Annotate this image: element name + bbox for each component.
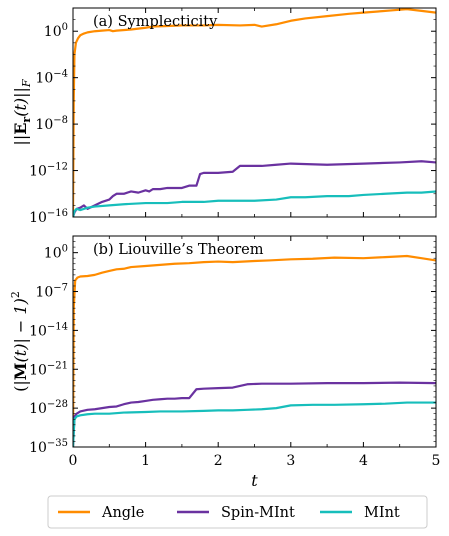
legend-label-angle: Angle: [101, 505, 144, 521]
x-tick-label: 2: [214, 453, 223, 469]
y-tick-label: 10−14: [29, 321, 68, 339]
series-line-angle: [73, 254, 436, 447]
panel-title: (b) Liouville’s Theorem: [93, 242, 264, 258]
y-tick-label: 10−21: [29, 360, 68, 378]
legend-label-spin-mint: Spin-MInt: [221, 505, 295, 521]
y-axis-label: (|M(t)| − 1)2: [9, 291, 30, 392]
y-tick-label: 10−28: [29, 399, 68, 417]
legend-label-mint: MInt: [364, 505, 400, 521]
legend-box: [47, 495, 428, 529]
y-tick-label: 10−35: [29, 438, 68, 456]
y-tick-label: 10−16: [29, 208, 68, 226]
panel-a: 10−16 10−12 10−8 10−4 100 (a) Symplecticity ||…: [11, 7, 437, 226]
x-tick-label: 3: [286, 453, 295, 469]
panel-b: 10−35 10−28 10−21 10−14 10−7 100 (b) Liouville…: [9, 235, 441, 490]
y-tick-label: 10−8: [35, 115, 68, 133]
y-axis-label: ||Er(t)||F: [11, 79, 33, 145]
x-tick-label: 4: [359, 453, 368, 469]
y-tick-label: 10−4: [35, 69, 68, 87]
series-line-angle: [73, 8, 436, 217]
plot-frame: [72, 7, 437, 218]
series-line-spin-mint: [73, 160, 436, 217]
series-line-spin-mint: [73, 381, 436, 447]
x-tick-label: 1: [141, 453, 150, 469]
x-tick-label: 0: [69, 453, 78, 469]
series-line-mint: [73, 190, 436, 217]
y-tick-label: 10−7: [35, 283, 68, 301]
x-tick-label: 5: [432, 453, 441, 469]
y-tick-label: 100: [44, 244, 68, 262]
panel-title: (a) Symplecticity: [93, 14, 218, 30]
y-tick-label: 10−12: [29, 162, 68, 180]
legend: Angle Spin-MInt MInt: [47, 495, 428, 529]
series-line-mint: [73, 401, 436, 447]
y-tick-label: 100: [44, 22, 68, 40]
x-axis-label: t: [251, 471, 258, 490]
